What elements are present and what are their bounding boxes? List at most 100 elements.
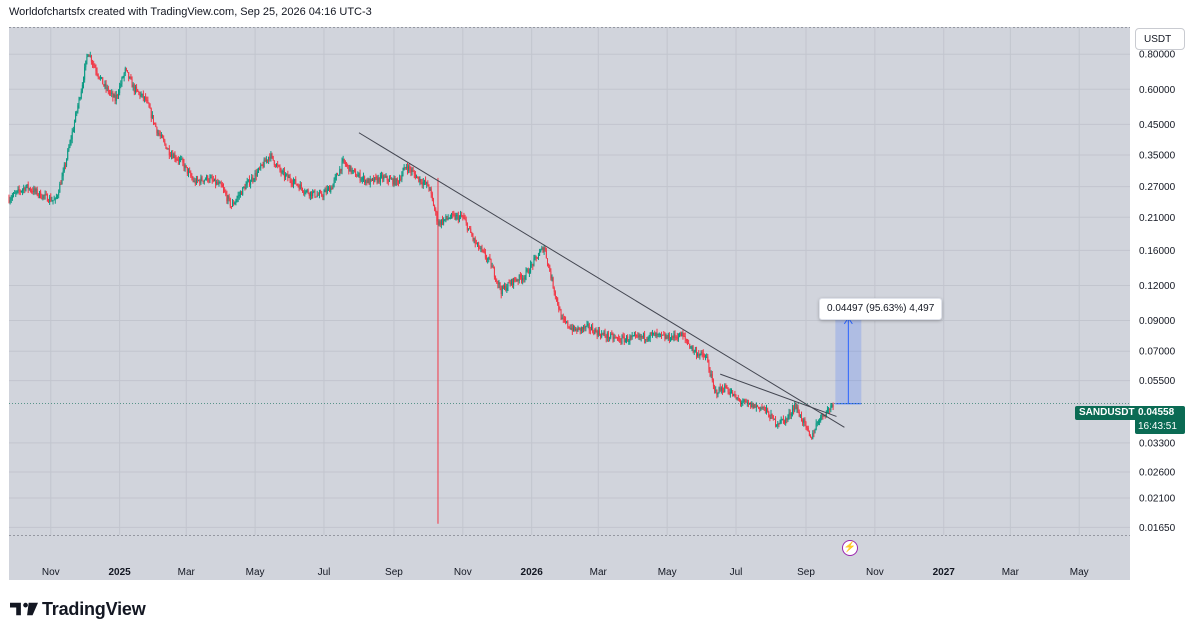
candle-body bbox=[408, 166, 410, 171]
candle-body bbox=[672, 336, 674, 339]
candle-body bbox=[703, 356, 705, 358]
candle-body bbox=[453, 214, 455, 216]
candle-body bbox=[727, 388, 729, 393]
price-tick-label: 0.07000 bbox=[1139, 347, 1176, 358]
candle-body bbox=[825, 411, 827, 417]
candle-body bbox=[271, 153, 273, 156]
price-tick-label: 0.16000 bbox=[1139, 246, 1176, 257]
candle-body bbox=[787, 416, 789, 420]
candle-body bbox=[381, 175, 383, 177]
candle-body bbox=[37, 194, 39, 196]
currency-button[interactable]: USDT bbox=[1135, 28, 1185, 50]
candle-body bbox=[11, 195, 13, 199]
candle-body bbox=[575, 329, 577, 331]
candle-body bbox=[125, 68, 127, 71]
candle-body bbox=[142, 93, 144, 99]
candle-body bbox=[295, 179, 297, 185]
candle-body bbox=[650, 332, 652, 334]
price-axis[interactable]: 0.80000 0.60000 0.45000 0.35000 0.27000 0.210… bbox=[1139, 50, 1176, 534]
candle-body bbox=[431, 193, 433, 200]
candle-body bbox=[747, 402, 749, 404]
candle-body bbox=[110, 92, 112, 94]
candle-body bbox=[267, 159, 269, 161]
candle-body bbox=[88, 54, 90, 57]
candle-body bbox=[165, 143, 167, 149]
candle-body bbox=[559, 309, 561, 311]
last-price: 0.04558 bbox=[1138, 407, 1175, 418]
candle-body bbox=[17, 189, 19, 191]
candle-body bbox=[338, 175, 340, 177]
candle-body bbox=[210, 177, 212, 179]
candle-body bbox=[600, 334, 602, 337]
candle-body bbox=[282, 171, 284, 173]
candle-body bbox=[31, 190, 33, 192]
candle-body bbox=[584, 326, 586, 329]
candle-body bbox=[610, 333, 612, 338]
candle-body bbox=[785, 418, 787, 424]
candle-body bbox=[702, 353, 704, 357]
candle-body bbox=[316, 194, 318, 197]
candle-body bbox=[446, 216, 448, 219]
candle-body bbox=[32, 190, 34, 193]
candle-body bbox=[320, 192, 322, 194]
candle-body bbox=[680, 332, 682, 337]
candle-body bbox=[312, 192, 314, 197]
candle-body bbox=[23, 187, 25, 190]
candle-body bbox=[169, 155, 171, 157]
candle-body bbox=[524, 276, 526, 280]
candle-body bbox=[553, 287, 555, 293]
time-tick-label: Nov bbox=[42, 567, 60, 578]
candle-body bbox=[401, 174, 403, 180]
candle-body bbox=[128, 72, 130, 79]
candle-body bbox=[793, 408, 795, 411]
candle-body bbox=[646, 339, 648, 341]
candle-body bbox=[742, 402, 744, 404]
candle-body bbox=[765, 408, 767, 412]
candle-body bbox=[664, 334, 666, 339]
price-tick-label: 0.02100 bbox=[1139, 493, 1176, 504]
candle-body bbox=[294, 179, 296, 182]
candle-body bbox=[276, 164, 278, 167]
time-axis[interactable]: Nov 2025 Mar May Jul Sep Nov 2026 Mar May Jul Sep No… bbox=[42, 567, 1089, 578]
candle-body bbox=[705, 356, 707, 358]
candle-body bbox=[460, 215, 462, 217]
candle-body bbox=[556, 296, 558, 299]
candle-body bbox=[46, 194, 48, 202]
candle-body bbox=[237, 195, 239, 198]
candle-body bbox=[250, 181, 252, 185]
footer-brand[interactable]: TradingView bbox=[10, 598, 146, 620]
flash-icon[interactable]: ⚡ bbox=[842, 540, 858, 556]
candle-body bbox=[64, 165, 66, 167]
candle-body bbox=[640, 335, 642, 338]
candle-body bbox=[120, 83, 122, 86]
candle-body bbox=[697, 353, 699, 356]
candle-body bbox=[185, 165, 187, 168]
candle-body bbox=[720, 387, 722, 391]
candle-body bbox=[136, 87, 138, 90]
drawings-layer bbox=[9, 132, 1130, 524]
candle-body bbox=[674, 333, 676, 337]
candle-body bbox=[243, 187, 245, 189]
candle-body bbox=[215, 178, 217, 185]
tradingview-logo bbox=[10, 602, 38, 616]
candle-body bbox=[220, 182, 222, 185]
candle-body bbox=[229, 198, 231, 207]
candle-body bbox=[574, 326, 576, 331]
candle-body bbox=[35, 189, 37, 192]
candle-body bbox=[149, 107, 151, 109]
candle-body bbox=[358, 173, 360, 176]
candle-body bbox=[673, 333, 675, 339]
candle-body bbox=[753, 404, 755, 409]
candle-body bbox=[647, 338, 649, 340]
candle-body bbox=[492, 266, 494, 269]
candle-body bbox=[305, 190, 307, 193]
candle-body bbox=[292, 181, 294, 185]
candle-body bbox=[800, 414, 802, 421]
candle-body bbox=[167, 148, 169, 150]
candle-body bbox=[448, 218, 450, 220]
candle-body bbox=[744, 399, 746, 401]
candle-body bbox=[565, 319, 567, 323]
candle-body bbox=[516, 280, 518, 282]
candle-body bbox=[606, 333, 608, 339]
